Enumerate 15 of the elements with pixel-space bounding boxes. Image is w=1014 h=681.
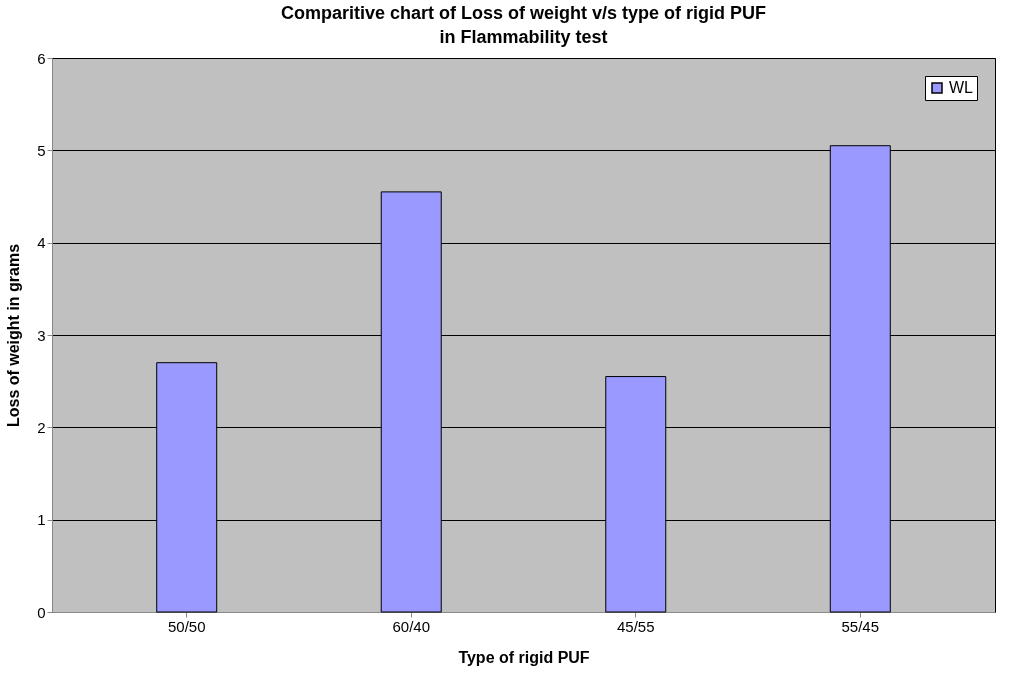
x-tick-label: 45/55	[616, 617, 655, 635]
x-tick-label: 50/50	[167, 617, 206, 635]
y-tick-label: 2	[37, 418, 46, 436]
y-tick-label: 3	[37, 326, 46, 344]
x-tick-label: 60/40	[392, 617, 431, 635]
y-tick-label: 5	[37, 141, 46, 159]
y-tick-label: 4	[37, 234, 46, 252]
y-tick-label: 0	[37, 603, 46, 621]
chart-title: Comparitive chart of Loss of weight v/s type of rigid PUF in Flammability test	[280, 3, 767, 47]
y-tick-label: 6	[37, 49, 46, 67]
y-axis-title: Loss of weight in grams	[5, 243, 23, 428]
y-tick-label: 1	[37, 511, 46, 529]
x-axis-title: Type of rigid PUF	[458, 648, 590, 666]
x-tick-label: 55/45	[841, 617, 880, 635]
legend-label: WL	[949, 79, 974, 96]
